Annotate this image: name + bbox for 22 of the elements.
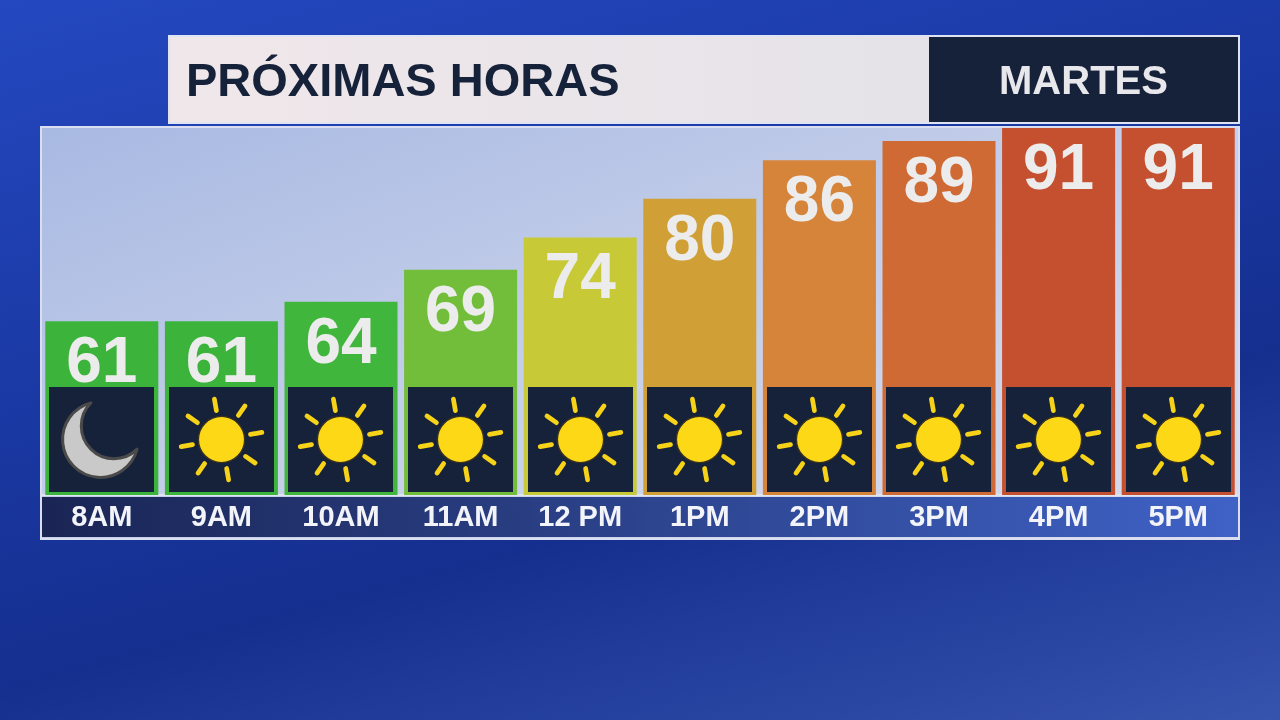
x-tick-label: 12 PM [538, 500, 623, 533]
data-label: 86 [783, 163, 855, 236]
x-tick-label: 8AM [71, 500, 133, 533]
data-label: 80 [664, 201, 736, 274]
x-tick-label: 2PM [789, 500, 850, 533]
data-label: 91 [1023, 131, 1095, 203]
data-label: 69 [425, 272, 497, 345]
x-tick-label: 10AM [302, 500, 380, 533]
data-label: 61 [185, 324, 257, 397]
chart-subtitle: MARTES [999, 57, 1168, 102]
data-label: 61 [66, 324, 138, 397]
x-tick-label: 4PM [1028, 500, 1089, 533]
x-tick-label: 5PM [1148, 500, 1209, 533]
x-tick-label: 1PM [669, 500, 730, 533]
data-label: 89 [903, 143, 975, 216]
x-tick-label: 3PM [909, 500, 969, 533]
x-tick-label: 11AM [422, 500, 499, 533]
x-tick-label: 9AM [190, 500, 253, 533]
data-label: 91 [1142, 131, 1214, 203]
data-label: 64 [305, 304, 377, 377]
chart-title: PRÓXIMAS HORAS [186, 53, 620, 106]
data-label: 74 [544, 240, 617, 313]
